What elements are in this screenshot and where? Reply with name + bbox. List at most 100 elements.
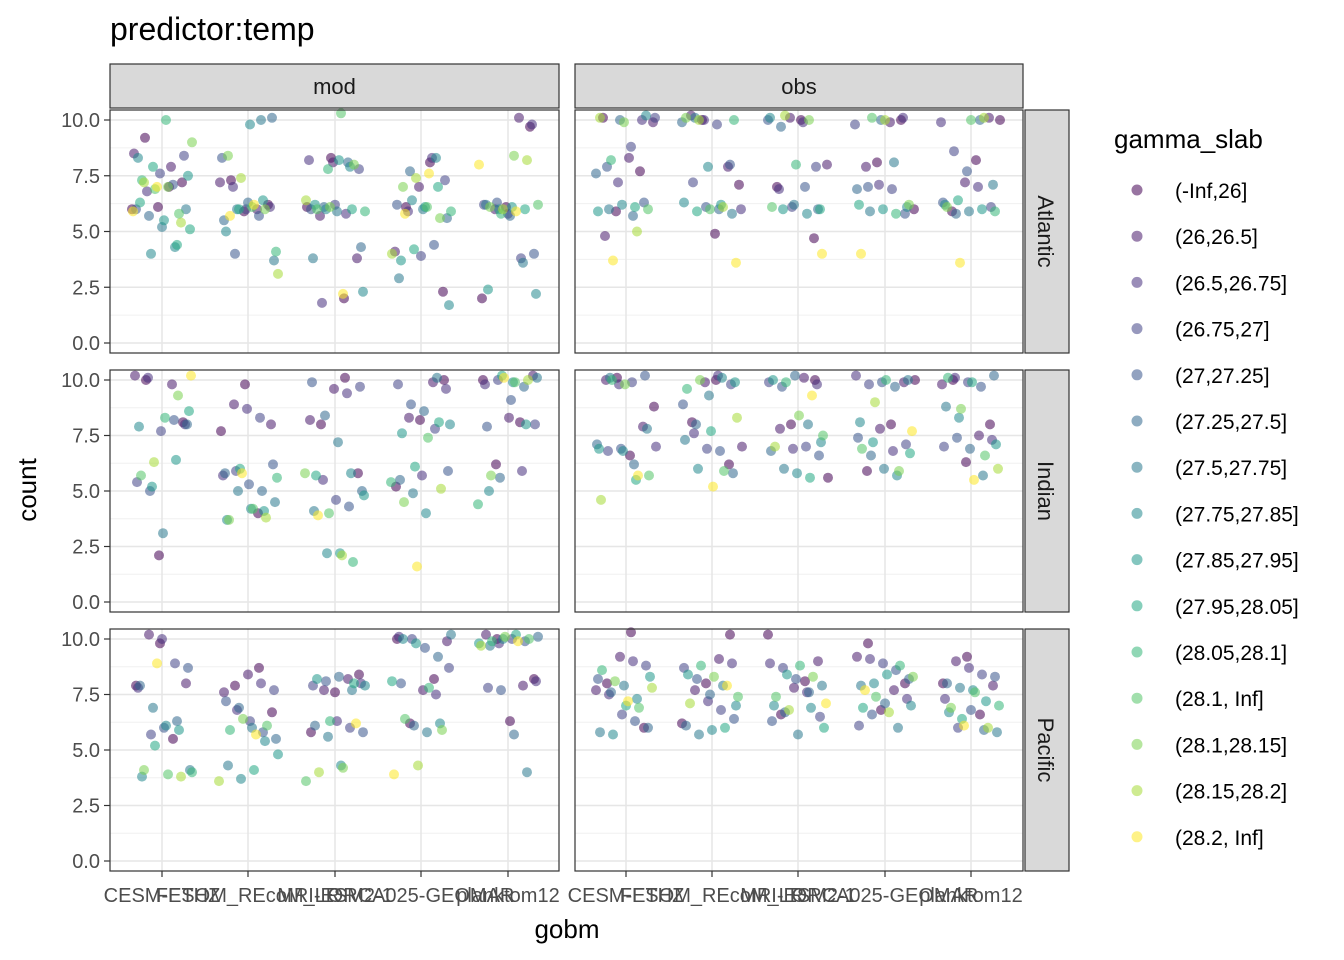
data-point — [989, 370, 999, 381]
data-point — [523, 375, 533, 385]
data-point — [506, 395, 516, 405]
strip-indian: Indian — [1024, 369, 1070, 613]
data-point — [163, 769, 173, 780]
data-point — [499, 372, 509, 383]
data-point — [398, 634, 408, 644]
data-point — [392, 199, 402, 210]
data-point — [619, 680, 629, 691]
data-point — [159, 215, 169, 226]
data-point — [300, 468, 310, 479]
panel-obs-pacific — [574, 627, 1024, 872]
data-point — [814, 450, 824, 461]
data-point — [942, 202, 952, 212]
y-tick-label: 2.5 — [72, 277, 100, 299]
data-point — [813, 656, 823, 667]
data-point — [313, 510, 323, 521]
data-point — [990, 671, 1000, 682]
data-point — [387, 676, 397, 687]
data-point — [893, 722, 903, 733]
data-point — [811, 161, 821, 172]
data-point — [169, 415, 179, 425]
data-point — [891, 208, 901, 219]
data-point — [134, 421, 144, 432]
data-point — [640, 370, 650, 381]
y-tick-label: 5.0 — [72, 481, 100, 503]
data-point — [808, 671, 818, 682]
data-point — [617, 199, 627, 210]
strip-background — [109, 63, 560, 109]
facet-strips: mod obs Atlantic Indian Pacific — [109, 63, 1070, 872]
data-point — [694, 115, 704, 125]
data-point — [243, 669, 253, 680]
panel-border — [574, 369, 1024, 613]
data-point — [683, 669, 693, 680]
data-point — [719, 466, 729, 476]
y-tick-label: 10.0 — [61, 370, 100, 392]
data-point — [943, 372, 953, 383]
data-point — [248, 503, 258, 514]
data-point — [482, 421, 492, 432]
data-point — [334, 671, 344, 682]
data-point — [857, 443, 867, 454]
data-point — [649, 401, 659, 412]
data-point — [705, 689, 715, 700]
data-point — [854, 720, 864, 731]
data-point — [410, 461, 420, 472]
legend-key — [1131, 507, 1143, 519]
data-point — [863, 181, 873, 192]
data-point — [351, 718, 361, 729]
panel-border — [574, 109, 1024, 354]
data-point — [901, 439, 911, 450]
y-tick-label: 7.5 — [72, 166, 100, 188]
data-point — [301, 776, 311, 787]
legend-label: (26.5,26.75] — [1175, 272, 1287, 295]
data-point — [333, 437, 343, 448]
legend-key — [1131, 184, 1143, 196]
y-tick-label: 5.0 — [72, 222, 100, 244]
data-point — [793, 729, 803, 740]
data-point — [994, 700, 1004, 711]
data-point — [444, 300, 454, 311]
data-point — [884, 707, 894, 718]
data-point — [256, 678, 266, 689]
data-point — [396, 678, 406, 689]
data-point — [804, 115, 814, 125]
legend-key — [1131, 646, 1143, 658]
data-point — [254, 210, 264, 221]
data-point — [794, 410, 804, 421]
data-point — [610, 676, 620, 687]
data-point — [215, 177, 225, 188]
data-point — [187, 137, 197, 148]
data-point — [176, 217, 186, 228]
strip-background — [574, 63, 1024, 109]
data-point — [974, 430, 984, 441]
data-point — [802, 208, 812, 219]
data-point — [358, 727, 368, 738]
data-point — [682, 383, 692, 394]
legend-item: (-Inf,26] — [1131, 180, 1247, 203]
data-point — [966, 705, 976, 715]
x-tick-label: ORCA025-GEOMAR — [328, 885, 515, 907]
data-point — [681, 720, 691, 731]
data-point — [878, 204, 888, 215]
data-point — [223, 150, 233, 161]
data-point — [434, 417, 444, 428]
data-point — [895, 660, 905, 671]
data-point — [514, 112, 524, 123]
data-point — [186, 370, 196, 381]
data-point — [340, 372, 350, 383]
data-point — [591, 685, 601, 696]
data-point — [624, 152, 634, 163]
data-point — [789, 199, 799, 210]
data-point — [304, 155, 314, 166]
data-point — [768, 375, 778, 385]
data-point — [183, 662, 193, 673]
data-point — [187, 767, 197, 778]
data-point — [409, 244, 419, 255]
data-point — [780, 110, 790, 121]
data-point — [521, 419, 531, 430]
data-point — [408, 488, 418, 499]
data-point — [155, 168, 165, 179]
data-point — [409, 720, 419, 731]
data-point — [869, 678, 879, 689]
